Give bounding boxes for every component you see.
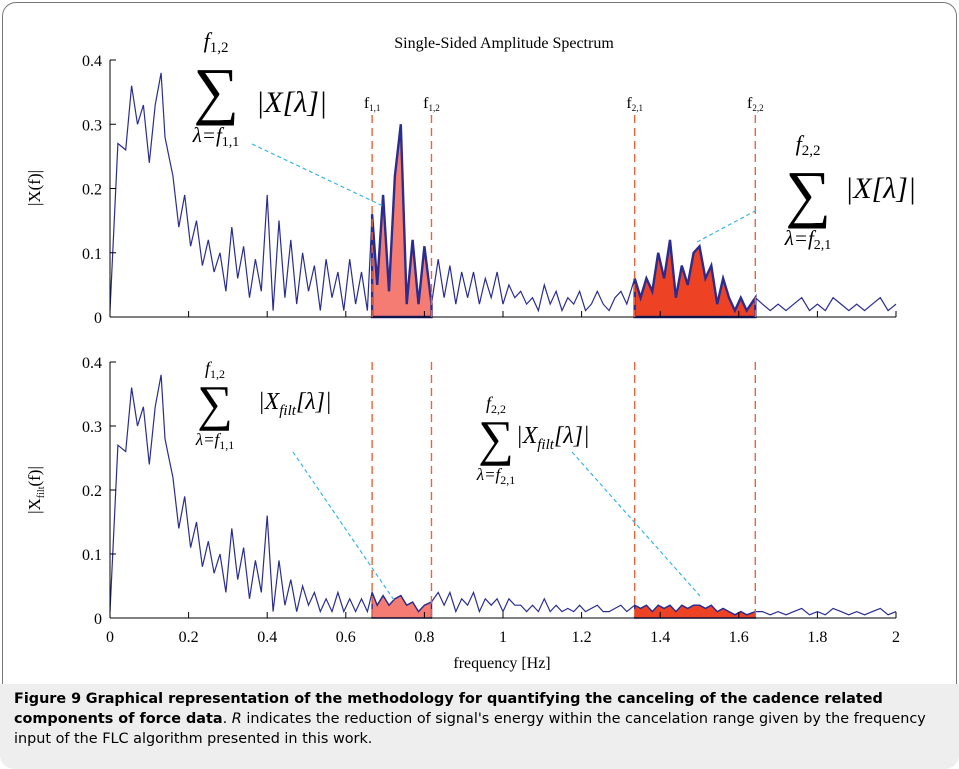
- sum-upper-limit: f2,2: [796, 131, 821, 159]
- y-tick-label: 0.3: [82, 419, 102, 436]
- sum-upper-limit: f1,2: [205, 358, 225, 381]
- spectrum-line: [109, 72, 897, 313]
- sum-upper-limit: f2,2: [486, 393, 506, 416]
- sum-lower-limit: λ=f1,1: [195, 430, 235, 452]
- x-tick-label: 1.2: [572, 629, 592, 646]
- sum-upper-limit: f1,2: [204, 28, 229, 56]
- band-label-f21: f2,1: [626, 95, 643, 113]
- x-axis-label: frequency [Hz]: [453, 655, 550, 672]
- x-tick-label: 0.8: [414, 629, 434, 646]
- sum-lower-limit: λ=f1,1: [192, 123, 240, 150]
- leader-line-band-1: [292, 451, 397, 604]
- figure-caption: Figure 9 Graphical representation of the…: [14, 691, 926, 747]
- leader-line-band-1: [251, 143, 384, 207]
- x-tick-label: 1.4: [650, 629, 670, 646]
- y-tick-label: 0.1: [82, 547, 102, 564]
- x-tick-label: 2: [892, 629, 900, 646]
- y-tick-label: 0.2: [82, 182, 102, 199]
- x-tick-label: 0: [106, 629, 114, 646]
- sum-term: |Xfilt[λ]|: [258, 389, 332, 419]
- sum-symbol: ∑: [193, 55, 239, 126]
- sum-term: |Xfilt[λ]|: [516, 423, 590, 453]
- x-tick-label: 1.6: [729, 629, 749, 646]
- caption-r-symbol: R: [231, 711, 242, 727]
- x-tick-label: 0.4: [257, 629, 277, 646]
- spectrum-line: [109, 374, 897, 616]
- panel-top: 00.10.20.30.4f1,1 f1,2 f2,1 f2,2f1,2∑λ=f1,1…: [82, 28, 916, 327]
- x-tick-label: 0.2: [179, 629, 199, 646]
- top-chart-title: Single-Sided Amplitude Spectrum: [394, 35, 614, 52]
- band-label-f22: f2,2: [747, 95, 764, 113]
- y-tick-label: 0.3: [82, 117, 102, 134]
- top-y-axis-label: |X(f)|: [25, 170, 44, 206]
- panel-bottom: 0 0.1 0.2 0.3 0.4 0 0.2 0.4 0.6 0.8 1 1.2 1.4 1.6 1.8 2…: [82, 355, 900, 646]
- caption-panel: [0, 684, 959, 769]
- y-tick-label: 0: [94, 611, 102, 628]
- y-tick-label: 0.2: [82, 483, 102, 500]
- sum-annotation-band-1: f1,2∑λ=f1,1 |Xfilt[λ]|: [195, 358, 332, 452]
- bottom-y-axis-label: |Xfilt(f)|: [25, 466, 47, 514]
- caption-title: Graphical representation of the methodol…: [14, 691, 883, 727]
- sum-symbol: ∑: [197, 375, 233, 431]
- sum-annotation-band-1: f1,2∑λ=f1,1 |X[λ]|: [192, 28, 327, 150]
- y-tick-label: 0.4: [82, 53, 102, 70]
- sum-symbol: ∑: [478, 410, 514, 466]
- svg-text:|Xfilt(f)|: |Xfilt(f)|: [25, 466, 47, 514]
- band-label-f12: f1,2: [423, 95, 440, 113]
- leader-line-band-2: [571, 451, 701, 597]
- sum-term: |X[λ]|: [845, 172, 916, 205]
- y-tick-label: 0: [94, 310, 102, 327]
- x-tick-label: 1: [499, 629, 507, 646]
- sum-lower-limit: λ=f2,1: [476, 465, 516, 487]
- sum-lower-limit: λ=f2,1: [784, 226, 832, 253]
- caption-body: indicates the reduction of signal's ener…: [14, 711, 926, 747]
- y-tick-label: 0.4: [82, 355, 102, 372]
- x-tick-label: 1.8: [807, 629, 827, 646]
- y-tick-label: 0.1: [82, 246, 102, 263]
- sum-symbol: ∑: [785, 158, 831, 229]
- band-label-f11: f1,1: [364, 95, 381, 113]
- x-tick-label: 0.6: [336, 629, 356, 646]
- sum-annotation-band-2: f2,2∑λ=f2,1 |X[λ]|: [784, 131, 916, 253]
- sum-term: |X[λ]|: [256, 86, 327, 119]
- sum-annotation-band-2: f2,2∑λ=f2,1|Xfilt[λ]|: [476, 393, 590, 487]
- leader-line-band-2: [696, 209, 758, 243]
- caption-label: Figure 9: [14, 691, 82, 707]
